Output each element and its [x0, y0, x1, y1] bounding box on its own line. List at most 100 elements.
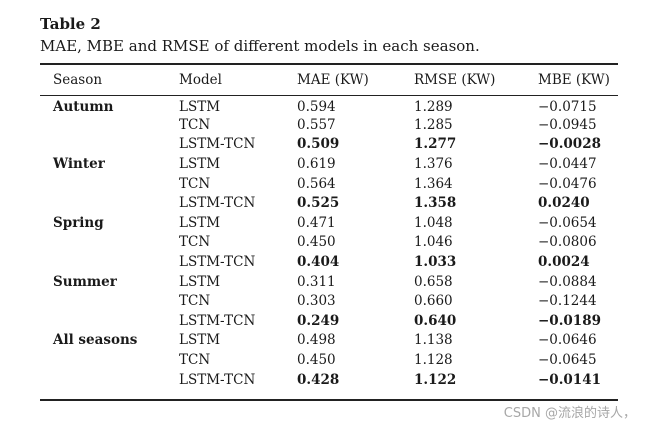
cell-season: [40, 174, 179, 194]
cell-rmse: 1.138: [414, 332, 453, 349]
cell-mbe: −0.0476: [538, 175, 597, 192]
table-row: TCN 0.303 0.660 −0.1244: [40, 291, 618, 311]
cell-mbe: −0.0884: [538, 273, 597, 290]
table-row: Autumn LSTM 0.594 1.289 −0.0715: [40, 95, 618, 115]
table-row: TCN 0.450 1.046 −0.0806: [40, 233, 618, 253]
cell-rmse: 1.289: [414, 99, 453, 115]
cell-mae: 0.471: [297, 214, 336, 231]
cell-mbe: −0.0806: [538, 234, 597, 251]
cell-mbe: −0.0715: [538, 99, 597, 115]
cell-model: LSTM-TCN: [179, 136, 256, 153]
cell-model: TCN: [179, 293, 211, 310]
cell-model: LSTM: [179, 273, 221, 290]
cell-rmse: 0.658: [414, 273, 453, 290]
header-model: Model: [179, 71, 222, 88]
cell-mae: 0.498: [297, 332, 336, 349]
header-rule: [40, 95, 618, 96]
table-row: LSTM-TCN 0.509 1.277 −0.0028: [40, 135, 618, 155]
table-row: LSTM-TCN 0.249 0.640 −0.0189: [40, 311, 618, 331]
header-mbe: MBE (KW): [538, 71, 610, 88]
cell-model: LSTM: [179, 332, 221, 349]
cell-rmse: 1.046: [414, 234, 453, 251]
cell-mbe: −0.0654: [538, 214, 597, 231]
cell-season: [40, 370, 179, 390]
bottom-rule: [40, 399, 618, 401]
cell-model: LSTM-TCN: [179, 371, 256, 388]
header-mae: MAE (KW): [297, 71, 369, 88]
watermark: CSDN @流浪的诗人，: [503, 406, 636, 421]
cell-rmse: 1.277: [414, 136, 457, 153]
cell-mae: 0.450: [297, 351, 336, 368]
cell-season: [40, 115, 179, 135]
cell-season: [40, 291, 179, 311]
cell-model: TCN: [179, 175, 211, 192]
header-rmse: RMSE (KW): [414, 71, 496, 88]
cell-model: LSTM-TCN: [179, 312, 256, 329]
cell-season: Winter: [53, 155, 105, 172]
table-row: TCN 0.450 1.128 −0.0645: [40, 350, 618, 370]
cell-season: [40, 350, 179, 370]
cell-mbe: −0.0645: [538, 351, 597, 368]
cell-mbe: −0.1244: [538, 293, 597, 310]
cell-season: Summer: [53, 273, 117, 290]
cell-season: [40, 193, 179, 213]
cell-mbe: −0.0141: [538, 371, 601, 388]
table-row: TCN 0.557 1.285 −0.0945: [40, 115, 618, 135]
header-season: Season: [53, 71, 103, 88]
cell-season: Spring: [53, 214, 104, 231]
cell-mae: 0.450: [297, 234, 336, 251]
cell-model: TCN: [179, 351, 211, 368]
cell-mbe: −0.0945: [538, 116, 597, 133]
cell-mbe: −0.0189: [538, 312, 601, 329]
cell-season: [40, 135, 179, 155]
table-row: Spring LSTM 0.471 1.048 −0.0654: [40, 213, 618, 233]
cell-rmse: 1.048: [414, 214, 453, 231]
cell-mae: 0.594: [297, 99, 336, 115]
cell-rmse: 1.376: [414, 155, 453, 172]
cell-rmse: 1.358: [414, 195, 457, 212]
cell-mae: 0.249: [297, 312, 340, 329]
cell-mbe: −0.0028: [538, 136, 601, 153]
cell-rmse: 1.122: [414, 371, 457, 388]
cell-mae: 0.619: [297, 155, 336, 172]
cell-model: LSTM-TCN: [179, 253, 256, 270]
cell-season: [40, 233, 179, 253]
cell-rmse: 0.640: [414, 312, 457, 329]
cell-rmse: 1.033: [414, 253, 457, 270]
cell-season: [40, 311, 179, 331]
cell-mae: 0.525: [297, 195, 340, 212]
cell-model: LSTM-TCN: [179, 195, 256, 212]
table-row: LSTM-TCN 0.404 1.033 0.0024: [40, 252, 618, 272]
cell-mbe: 0.0240: [538, 195, 590, 212]
cell-season: Autumn: [53, 99, 114, 115]
cell-model: TCN: [179, 234, 211, 251]
table-row: LSTM-TCN 0.428 1.122 −0.0141: [40, 370, 618, 390]
table-caption: MAE, MBE and RMSE of different models in…: [40, 37, 480, 55]
cell-mae: 0.303: [297, 293, 336, 310]
cell-mae: 0.557: [297, 116, 336, 133]
table-row: LSTM-TCN 0.525 1.358 0.0240: [40, 193, 618, 213]
cell-rmse: 0.660: [414, 293, 453, 310]
cell-mbe: −0.0646: [538, 332, 597, 349]
cell-mae: 0.428: [297, 371, 340, 388]
cell-model: LSTM: [179, 214, 221, 231]
cell-mae: 0.311: [297, 273, 336, 290]
cell-model: LSTM: [179, 99, 221, 115]
cell-mbe: 0.0024: [538, 253, 590, 270]
cell-mae: 0.404: [297, 253, 340, 270]
table-row: Summer LSTM 0.311 0.658 −0.0884: [40, 272, 618, 292]
cell-mbe: −0.0447: [538, 155, 597, 172]
table-row: TCN 0.564 1.364 −0.0476: [40, 174, 618, 194]
cell-mae: 0.564: [297, 175, 336, 192]
results-table: Season Model MAE (KW) RMSE (KW) MBE (KW)…: [40, 64, 618, 389]
cell-rmse: 1.364: [414, 175, 453, 192]
cell-model: TCN: [179, 116, 211, 133]
cell-rmse: 1.128: [414, 351, 453, 368]
table-body: Autumn LSTM 0.594 1.289 −0.0715 TCN 0.557 1.285…: [40, 95, 618, 389]
header-row: Season Model MAE (KW) RMSE (KW) MBE (KW): [40, 64, 618, 95]
table-label: Table 2: [40, 15, 101, 33]
cell-mae: 0.509: [297, 136, 340, 153]
table-row: All seasons LSTM 0.498 1.138 −0.0646: [40, 331, 618, 351]
top-rule: [40, 63, 618, 65]
table-row: Winter LSTM 0.619 1.376 −0.0447: [40, 154, 618, 174]
